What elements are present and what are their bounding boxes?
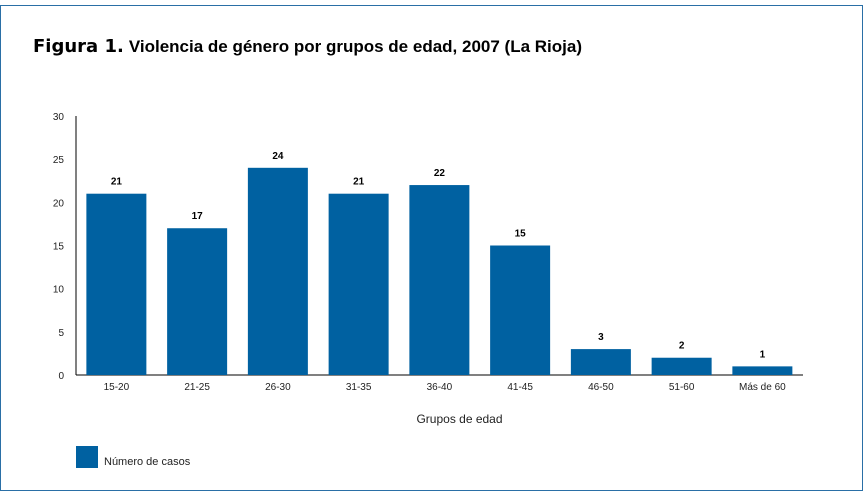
data-label: 3	[598, 332, 604, 343]
bar	[86, 193, 147, 375]
y-tick-label: 0	[58, 371, 64, 382]
x-axis-title: Grupos de edad	[416, 412, 502, 426]
bar	[247, 167, 308, 375]
legend-swatch	[76, 446, 98, 468]
data-label: 22	[434, 168, 446, 179]
y-tick-label: 15	[53, 242, 65, 253]
data-label: 2	[679, 341, 685, 352]
y-tick-label: 5	[58, 328, 64, 339]
data-label: 1	[760, 349, 766, 360]
y-tick-label: 30	[53, 112, 65, 123]
x-tick-label: 31-35	[346, 382, 372, 393]
data-label: 24	[272, 151, 284, 162]
legend-label: Número de casos	[104, 456, 191, 468]
x-tick-label: 46-50	[588, 382, 614, 393]
x-tick-label: 15-20	[104, 382, 130, 393]
y-tick-label: 10	[53, 285, 65, 296]
bar	[167, 228, 228, 375]
data-label: 21	[353, 177, 365, 188]
bar	[328, 193, 389, 375]
x-tick-label: Más de 60	[739, 382, 786, 393]
legend: Número de casos	[76, 446, 190, 468]
bar	[732, 366, 793, 375]
x-tick-label: 36-40	[427, 382, 453, 393]
bar	[409, 185, 470, 375]
bar	[490, 245, 551, 375]
y-tick-label: 25	[53, 155, 65, 166]
figure-title-text: Violencia de género por grupos de edad, …	[128, 37, 582, 56]
figure-title: Figura 1. Violencia de género por grupos…	[33, 36, 582, 57]
bar	[651, 357, 712, 375]
bar	[570, 349, 631, 375]
x-tick-label: 41-45	[507, 382, 533, 393]
x-tick-label: 21-25	[184, 382, 210, 393]
x-tick-label: 51-60	[669, 382, 695, 393]
data-label: 21	[111, 177, 123, 188]
x-tick-label: 26-30	[265, 382, 291, 393]
data-label: 17	[192, 211, 204, 222]
figure-number: Figura 1.	[33, 36, 124, 57]
y-tick-label: 20	[53, 198, 65, 209]
data-label: 15	[515, 229, 527, 240]
